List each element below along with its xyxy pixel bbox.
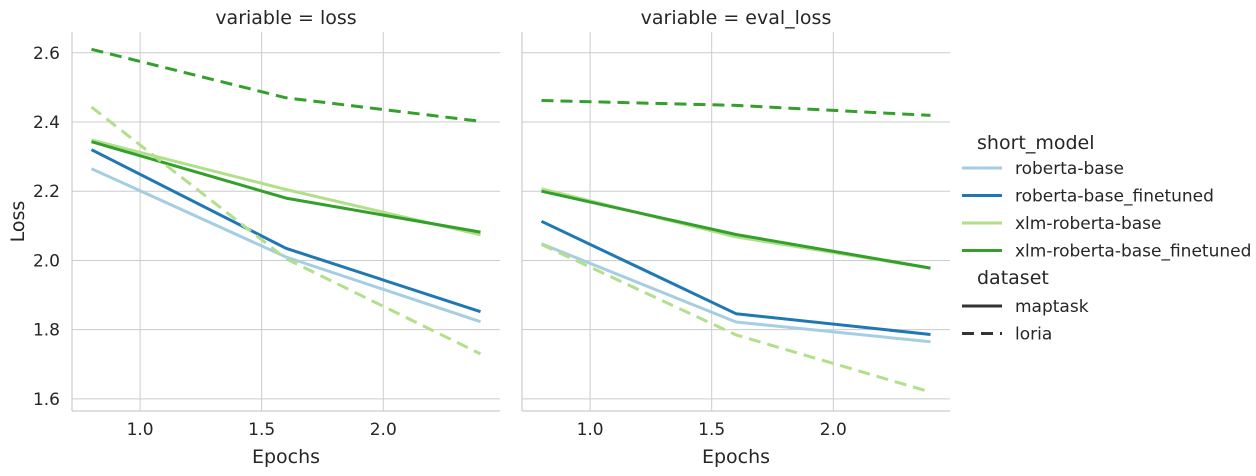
- y-tick-label: 2.0: [33, 251, 60, 271]
- y-tick-label: 1.6: [33, 390, 60, 410]
- legend-label: xlm-roberta-base: [1015, 214, 1161, 234]
- legend-label: roberta-base: [1015, 159, 1124, 179]
- series-line-xlm-roberta-base_finetuned-loria: [91, 47, 481, 123]
- legend-label: loria: [1015, 325, 1052, 345]
- x-tick-label: 1.0: [127, 420, 154, 440]
- legend-style-title: dataset: [977, 267, 1049, 289]
- y-tick-label: 2.2: [33, 182, 60, 202]
- panel-1: 1.0 1.5 2.0 1.6 1.8 2.0 2.2 2.4 2.6 Loss Epochs var…: [7, 7, 500, 468]
- series-line-xlm-roberta-base_finetuned-maptask: [541, 189, 931, 270]
- y-tick-label: 2.4: [33, 113, 60, 133]
- panel-title: variable = eval_loss: [641, 7, 832, 29]
- legend-label: maptask: [1015, 297, 1089, 317]
- y-axis-title: Loss: [7, 201, 29, 243]
- series-line-roberta-base_finetuned-maptask: [90, 148, 481, 314]
- series-line-xlm-roberta-base-loria: [540, 243, 931, 394]
- x-tick-label: 1.0: [577, 420, 604, 440]
- series-line-xlm-roberta-base-maptask: [541, 187, 931, 270]
- x-tick-label: 1.5: [248, 420, 275, 440]
- series-line-xlm-roberta-base_finetuned-maptask: [91, 140, 481, 234]
- x-tick-label: 1.5: [698, 420, 725, 440]
- legend-hue-title: short_model: [977, 132, 1095, 154]
- panel-title: variable = loss: [215, 7, 356, 29]
- x-tick-label: 2.0: [370, 420, 397, 440]
- legend-label: xlm-roberta-base_finetuned: [1015, 242, 1251, 262]
- series-line-roberta-base-maptask: [540, 242, 931, 344]
- legend-label: roberta-base_finetuned: [1015, 187, 1214, 207]
- x-tick-label: 2.0: [820, 420, 847, 440]
- series-line-xlm-roberta-base_finetuned-loria: [541, 99, 931, 117]
- panel-2: 1.0 1.5 2.0 Epochs variable = eval_loss: [521, 7, 950, 468]
- series-line-xlm-roberta-base-loria: [90, 105, 482, 356]
- legend: short_model roberta-base roberta-base_fine…: [962, 132, 1251, 345]
- x-axis-title: Epochs: [252, 446, 320, 468]
- y-tick-label: 1.8: [33, 321, 60, 341]
- x-axis-title: Epochs: [702, 446, 770, 468]
- series-line-roberta-base_finetuned-maptask: [540, 219, 931, 336]
- y-tick-label: 2.6: [33, 44, 60, 64]
- series-line-roberta-base-maptask: [90, 167, 481, 324]
